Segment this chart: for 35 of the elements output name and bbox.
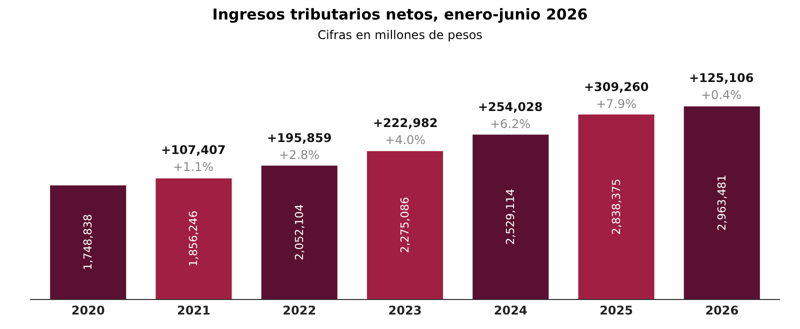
bar <box>156 178 232 299</box>
x-tick-label: 2026 <box>705 303 739 318</box>
data-label: 2,529,114 <box>504 188 518 245</box>
annotation: +125,106 <box>689 71 754 85</box>
annotation: +7.9% <box>596 97 637 111</box>
annotation: +6.2% <box>490 117 531 131</box>
chart-title: Ingresos tributarios netos, enero-junio 2026 <box>212 6 588 24</box>
data-label: 2,838,375 <box>610 178 623 235</box>
annotation: +309,260 <box>584 80 649 94</box>
annotation: +4.0% <box>385 133 426 147</box>
data-label: 2,963,481 <box>715 174 728 231</box>
annotation: +195,859 <box>267 131 332 145</box>
annotation: +1.1% <box>173 160 214 174</box>
data-label: 1,748,838 <box>82 214 95 270</box>
annotation: +254,028 <box>478 100 543 114</box>
chart-subtitle: Cifras en millones de pesos <box>318 28 482 42</box>
x-tick-label: 2022 <box>282 303 316 318</box>
data-label: 2,052,104 <box>292 204 306 260</box>
x-tick-label: 2025 <box>600 303 633 318</box>
bar <box>578 114 654 299</box>
data-label: 1,856,246 <box>187 210 200 267</box>
x-tick-label: 2023 <box>388 303 422 318</box>
annotation: +2.8% <box>279 148 320 162</box>
data-label: 2,275,086 <box>398 197 412 254</box>
annotation: +107,407 <box>161 143 226 157</box>
x-tick-label: 2021 <box>177 303 210 318</box>
x-tick-label: 2024 <box>494 303 528 318</box>
x-tick-label: 2020 <box>71 303 105 318</box>
bar <box>684 106 760 299</box>
bar <box>261 166 338 299</box>
bar <box>50 185 126 299</box>
bar <box>366 151 444 299</box>
annotation: +222,982 <box>373 116 438 130</box>
annotation: +0.4% <box>701 88 742 102</box>
bar <box>472 134 549 299</box>
